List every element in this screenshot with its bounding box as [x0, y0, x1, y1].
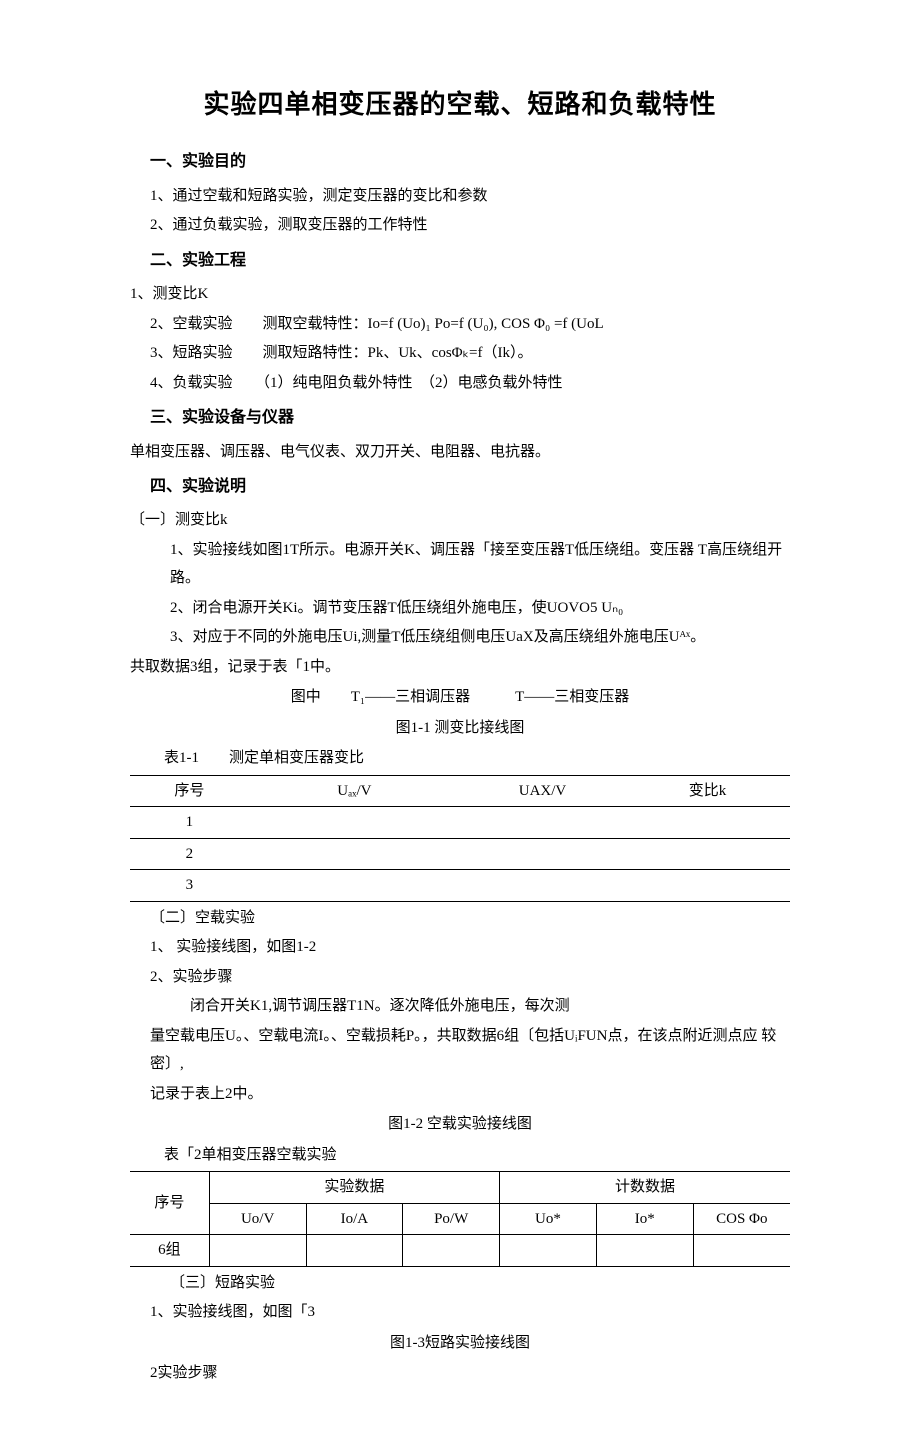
fig2-caption: 图1-2 空载实验接线图 — [130, 1110, 790, 1139]
s2-item-1: 1、测变比K — [130, 280, 790, 309]
fig1-legend: 图中 T₁——三相调压器 T——三相变压器 — [130, 683, 790, 712]
table-subheader-row: Uo/V Io/A Po/W Uo* Io* COS Φo — [130, 1203, 790, 1235]
s1-item-2: 2、通过负载实验，测取变压器的工作特性 — [150, 211, 790, 240]
th-group-calc: 计数数据 — [500, 1172, 790, 1204]
table-header-row: 序号 实验数据 计数数据 — [130, 1172, 790, 1204]
cell — [460, 870, 625, 902]
table1-caption: 表1-1 测定单相变压器变比 — [164, 744, 790, 773]
fig1-caption: 图1-1 测变比接线图 — [130, 714, 790, 743]
table-row: 3 — [130, 870, 790, 902]
s4-p1-item-2: 2、闭合电源开关Ki。调节变压器T低压绕组外施电压，使UOVO5 Uₙ₀ — [170, 594, 790, 623]
s4-part2-title: 〔二〕空载实验 — [150, 904, 790, 933]
cell — [306, 1235, 403, 1267]
cell — [249, 807, 460, 839]
cell — [625, 838, 790, 870]
s4-part1-title: 〔一〕测变比k — [130, 506, 790, 535]
th-uax-low: Uₐₓ/V — [249, 775, 460, 807]
th-seq: 序号 — [130, 775, 249, 807]
s4-p3-item-1: 1、实验接线图，如图「3 — [150, 1298, 790, 1327]
cell — [625, 870, 790, 902]
th-po: Po/W — [403, 1203, 500, 1235]
s4-p2-body1: 闭合开关K1,调节调压器T1N。逐次降低外施电压，每次测 — [190, 992, 790, 1021]
s4-p3-step: 2实验步骤 — [150, 1359, 790, 1388]
s1-item-1: 1、通过空载和短路实验，测定变压器的变比和参数 — [150, 182, 790, 211]
table-1-1: 序号 Uₐₓ/V UAX/V 变比k 1 2 3 — [130, 775, 790, 902]
s4-p2-body2: 量空载电压U。、空载电流I。、空载损耗P。，共取数据6组〔包括UᵢFUN点，在该… — [150, 1022, 790, 1079]
table2-caption: 表「2单相变压器空载实验 — [164, 1141, 790, 1170]
table-row: 1 — [130, 807, 790, 839]
s4-p2-item-2: 2、实验步骤 — [150, 963, 790, 992]
cell — [209, 1235, 306, 1267]
th-group-exp: 实验数据 — [209, 1172, 499, 1204]
cell — [460, 838, 625, 870]
section-4-heading: 四、实验说明 — [150, 472, 790, 502]
table-row: 2 — [130, 838, 790, 870]
table-header-row: 序号 Uₐₓ/V UAX/V 变比k — [130, 775, 790, 807]
th-uo: Uo/V — [209, 1203, 306, 1235]
s2-item-3: 3、短路实验 测取短路特性：Pk、Uk、cosΦₖ=f（Ik）。 — [150, 339, 790, 368]
s4-p2-body3: 记录于表上2中。 — [150, 1080, 790, 1109]
cell-rowlabel: 6组 — [130, 1235, 209, 1267]
th-seq: 序号 — [130, 1172, 209, 1235]
th-io-star: Io* — [596, 1203, 693, 1235]
doc-title: 实验四单相变压器的空载、短路和负载特性 — [130, 80, 790, 129]
cell — [500, 1235, 597, 1267]
cell — [249, 838, 460, 870]
table-row: 6组 — [130, 1235, 790, 1267]
cell — [693, 1235, 790, 1267]
s2-item-2: 2、空载实验 测取空载特性：Io=f (Uo)₁ Po=f (U₀), COS … — [150, 310, 790, 339]
th-io: Io/A — [306, 1203, 403, 1235]
section-3-heading: 三、实验设备与仪器 — [150, 403, 790, 433]
th-uo-star: Uo* — [500, 1203, 597, 1235]
s4-p1-item-3: 3、对应于不同的外施电压Ui,测量T低压绕组侧电压UaX及高压绕组外施电压Uᴬˣ… — [170, 623, 790, 652]
cell — [249, 870, 460, 902]
cell — [625, 807, 790, 839]
table-1-2: 序号 实验数据 计数数据 Uo/V Io/A Po/W Uo* Io* COS … — [130, 1171, 790, 1267]
cell: 2 — [130, 838, 249, 870]
th-cos: COS Φo — [693, 1203, 790, 1235]
s4-p2-item-1: 1、 实验接线图，如图1-2 — [150, 933, 790, 962]
cell — [403, 1235, 500, 1267]
s3-body: 单相变压器、调压器、电气仪表、双刀开关、电阻器、电抗器。 — [130, 438, 790, 467]
cell — [596, 1235, 693, 1267]
th-uax-high: UAX/V — [460, 775, 625, 807]
cell: 3 — [130, 870, 249, 902]
s4-p1-note: 共取数据3组，记录于表「1中。 — [130, 653, 790, 682]
fig3-caption: 图1-3短路实验接线图 — [130, 1329, 790, 1358]
s4-p1-item-1: 1、实验接线如图1T所示。电源开关K、调压器「接至变压器T低压绕组。变压器 T高… — [170, 536, 790, 593]
cell: 1 — [130, 807, 249, 839]
cell — [460, 807, 625, 839]
s2-item-4: 4、负载实验 （1）纯电阻负载外特性 （2）电感负载外特性 — [150, 369, 790, 398]
section-1-heading: 一、实验目的 — [150, 147, 790, 177]
th-ratio: 变比k — [625, 775, 790, 807]
s4-part3-title: 〔三〕短路实验 — [170, 1269, 790, 1298]
section-2-heading: 二、实验工程 — [150, 246, 790, 276]
